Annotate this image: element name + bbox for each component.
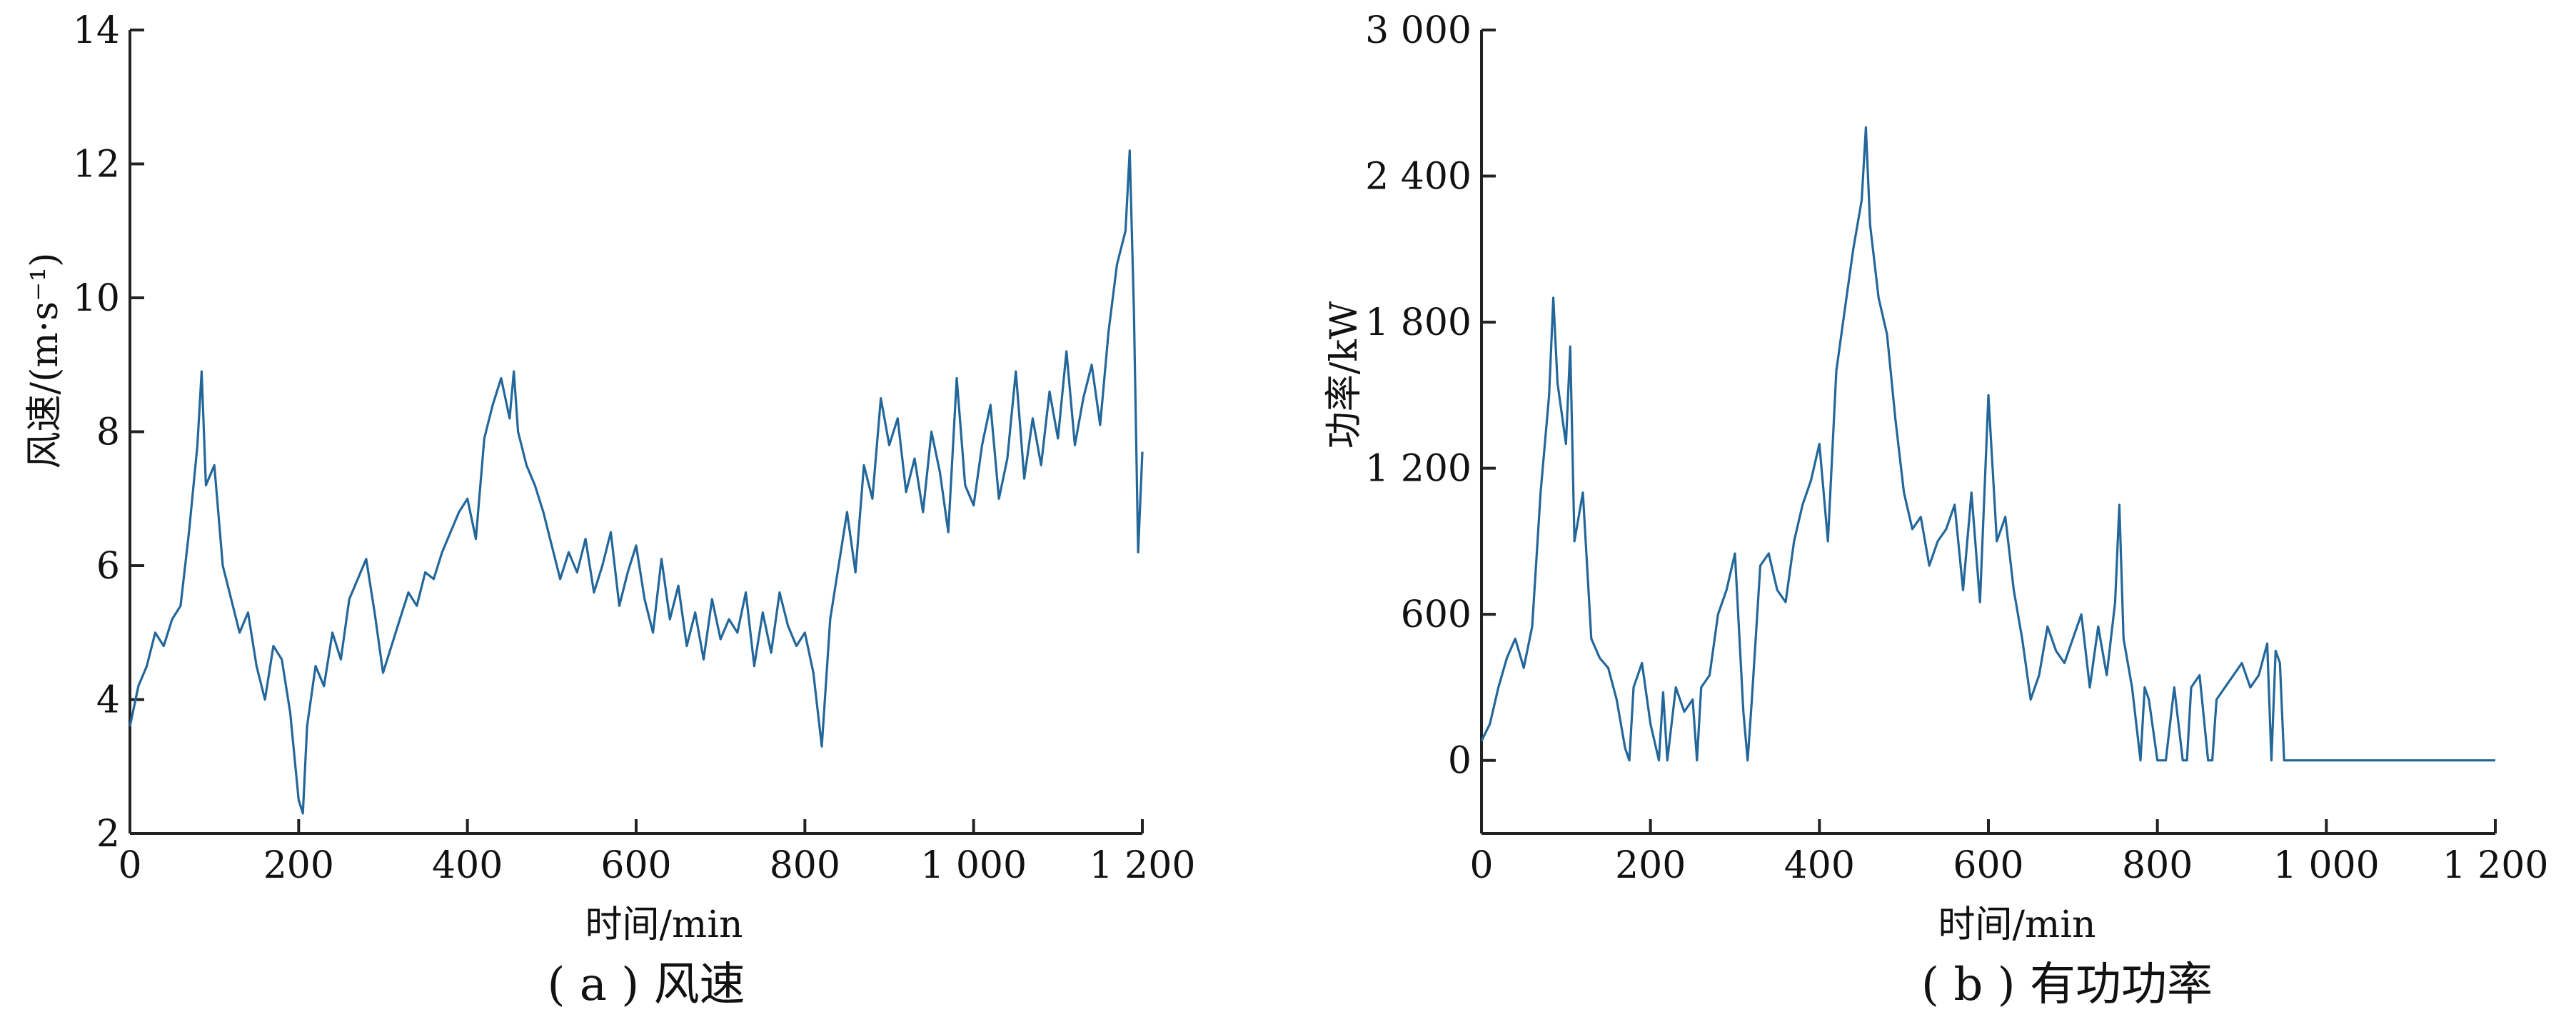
active-power-x-tick-label: 1 200 <box>2442 844 2549 887</box>
active-power-y-tick-label: 1 800 <box>1365 301 1471 344</box>
active-power-y-tick-label: 2 400 <box>1365 156 1471 199</box>
wind-speed-y-tick-label: 6 <box>96 545 120 588</box>
wind-speed-y-tick-label: 4 <box>96 679 120 722</box>
wind-speed-y-tick-label: 2 <box>96 813 120 856</box>
active-power-series-line <box>1480 126 2495 762</box>
active-power-x-tick-label: 800 <box>2122 844 2193 887</box>
wind-speed-x-tick-label: 800 <box>770 844 840 887</box>
wind-speed-caption: ( a ) 风速 <box>547 958 745 1011</box>
active-power-y-tick-label: 1 200 <box>1365 448 1471 491</box>
wind-speed-x-tick-label: 200 <box>263 844 334 887</box>
active-power-panel: 功率/kW 时间/min ( b ) 有功功率 0 200 400 600 800 1 0… <box>1323 9 2548 1011</box>
wind-speed-panel: 风速/(m·s⁻¹) 时间/min ( a ) 风速 0 200 400 600 800… <box>24 9 1195 1011</box>
active-power-x-tick-label: 400 <box>1784 844 1855 887</box>
active-power-x-tick-label: 600 <box>1953 844 2023 887</box>
wind-speed-x-tick-label: 0 <box>118 844 141 887</box>
active-power-x-tick-label: 200 <box>1615 844 1686 887</box>
active-power-x-tick-label: 1 000 <box>2273 844 2380 887</box>
wind-speed-y-tick-label: 14 <box>73 9 120 52</box>
wind-speed-x-tick-label: 600 <box>600 844 671 887</box>
active-power-y-tick-label: 600 <box>1401 593 1471 636</box>
wind-speed-xlabel: 时间/min <box>585 903 743 946</box>
wind-speed-x-tick-label: 1 200 <box>1090 844 1196 887</box>
active-power-caption: ( b ) 有功功率 <box>1921 958 2213 1011</box>
wind-speed-y-tick-label: 12 <box>73 144 120 186</box>
active-power-x-tick-label: 0 <box>1469 844 1493 887</box>
active-power-ylabel: 功率/kW <box>1323 301 1366 449</box>
wind-speed-series-line <box>129 149 1144 815</box>
wind-speed-ylabel: 风速/(m·s⁻¹) <box>24 253 66 469</box>
wind-speed-y-tick-label: 8 <box>96 411 120 454</box>
active-power-xlabel: 时间/min <box>1938 903 2096 946</box>
active-power-y-tick-label: 3 000 <box>1365 9 1471 52</box>
wind-speed-y-tick-label: 10 <box>73 277 120 320</box>
wind-speed-x-tick-label: 1 000 <box>920 844 1027 887</box>
active-power-y-tick-label: 0 <box>1448 740 1471 783</box>
wind-speed-x-tick-label: 400 <box>432 844 503 887</box>
